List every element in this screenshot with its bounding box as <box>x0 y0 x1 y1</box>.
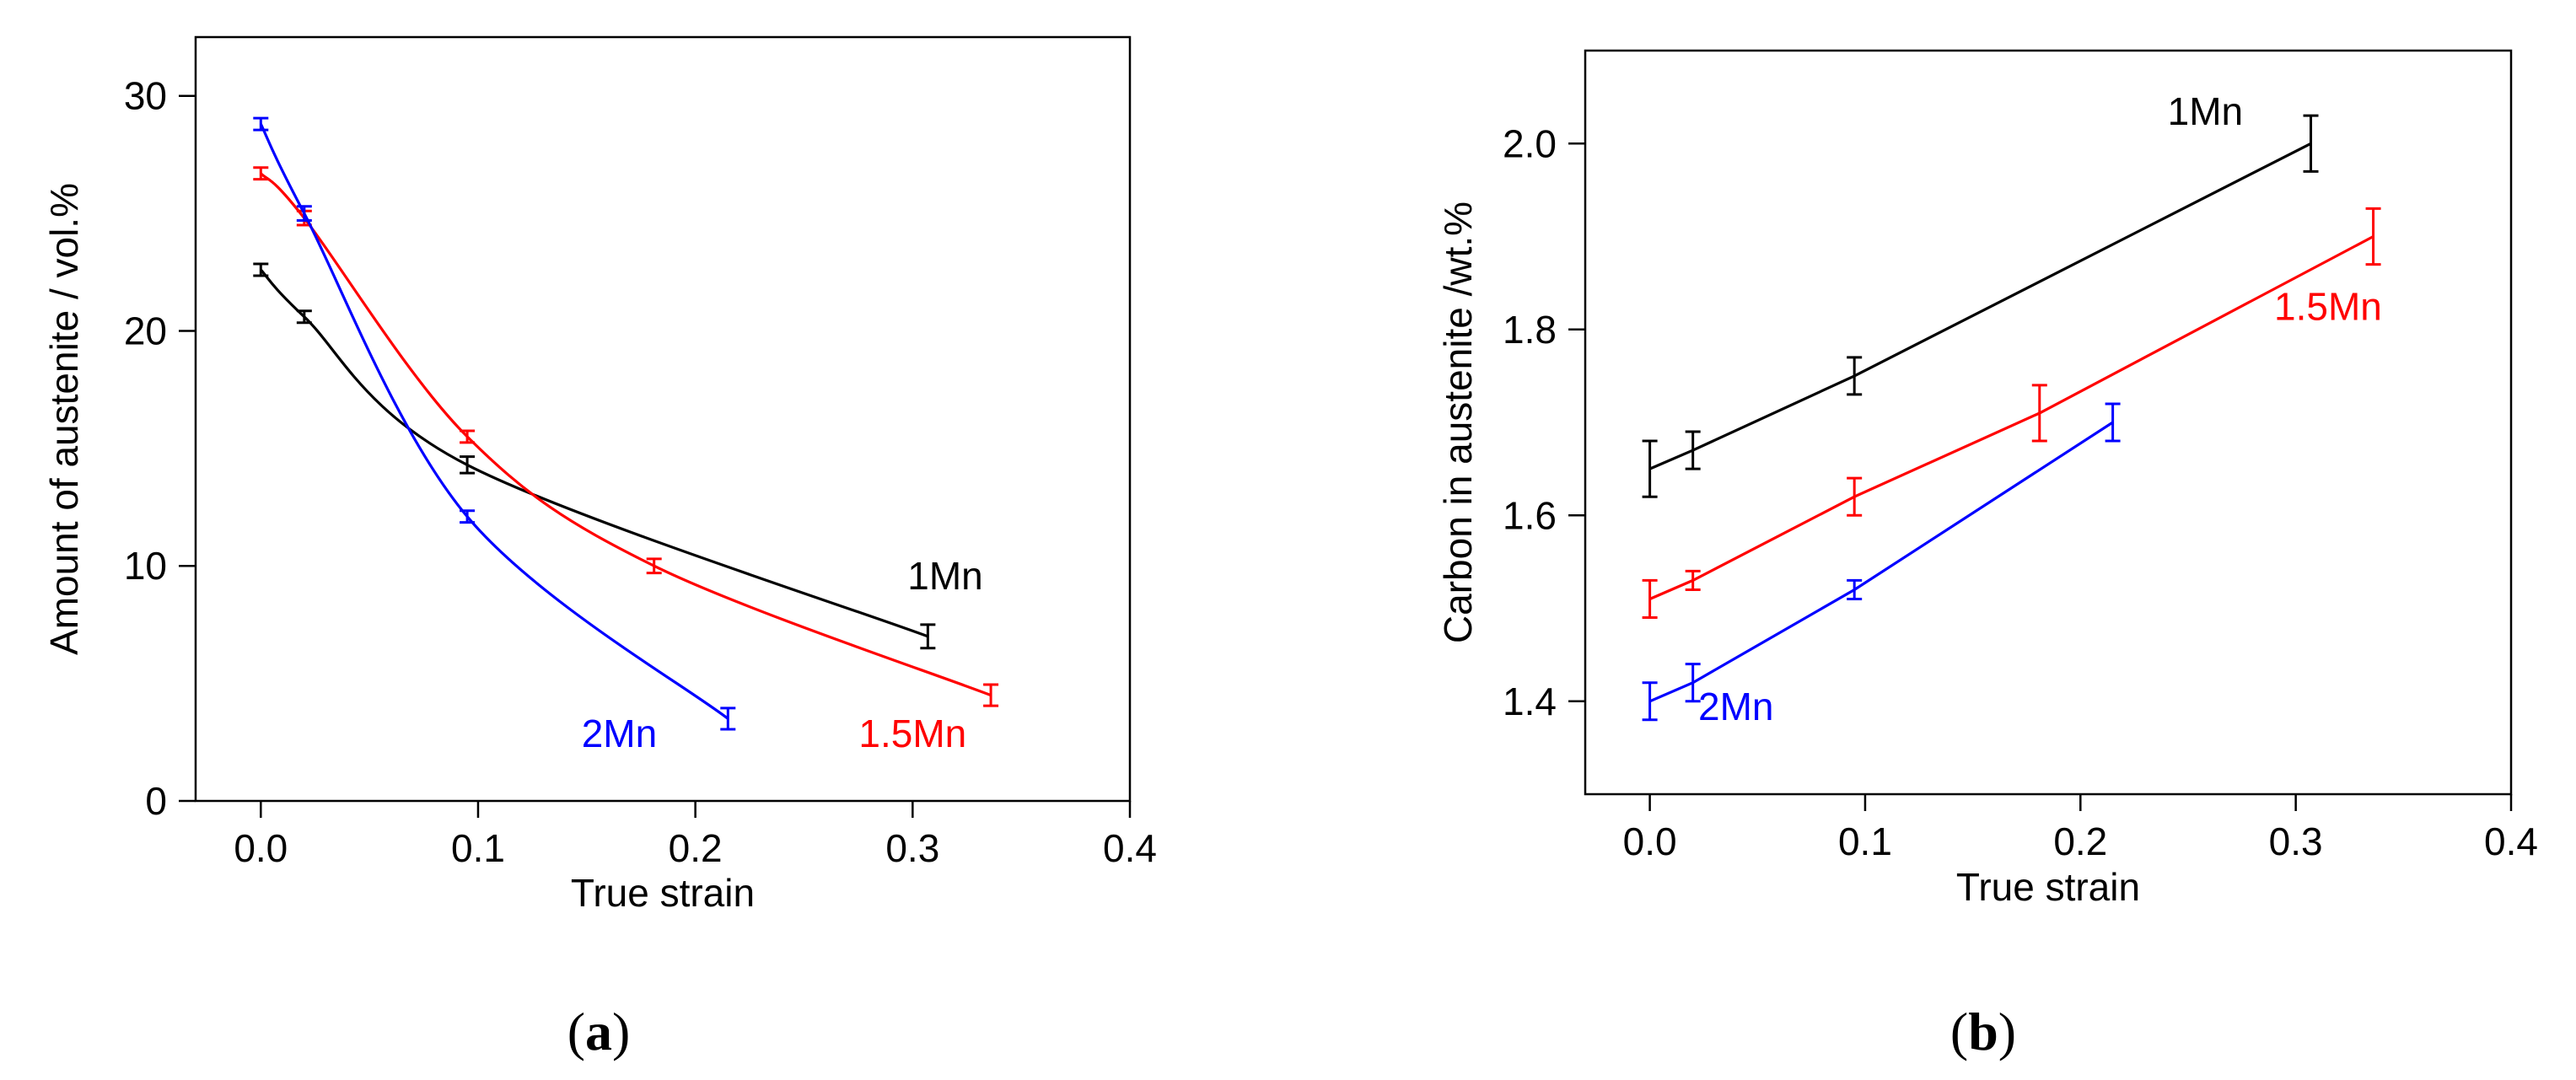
x-tick-label: 0.2 <box>2053 819 2107 863</box>
y-tick-label: 20 <box>124 309 167 352</box>
x-tick-label: 0.3 <box>2269 819 2323 863</box>
panel-caption: (b) <box>1950 1002 2016 1061</box>
series-label-1mn: 1Mn <box>907 554 982 598</box>
y-tick-label: 30 <box>124 74 167 118</box>
x-tick-label: 0.0 <box>1623 819 1677 863</box>
plot-frame <box>1584 49 2513 796</box>
y-axis-label: Carbon in austenite /wt.% <box>1436 201 1480 643</box>
panel-caption: (a) <box>567 1002 631 1061</box>
panel-b: 0.0 0.1 0.2 0.3 0.4 1.4 1.6 1.8 2.0 True strain Ca… <box>1436 49 2538 1061</box>
y-tick-label: 10 <box>124 544 167 588</box>
x-tick-label: 0.0 <box>234 826 288 870</box>
y-tick-label: 1.4 <box>1503 680 1557 723</box>
series-line-1-5mn <box>260 172 992 697</box>
series-line-1mn <box>260 268 928 638</box>
y-axis-label: Amount of austenite / vol.% <box>42 183 86 655</box>
series-label-1-5mn: 1.5Mn <box>2274 285 2382 329</box>
series-line-1mn <box>1648 142 2312 470</box>
series-line-2mn <box>259 123 729 720</box>
panel-a: 0.0 0.1 0.2 0.3 0.4 0 10 20 30 True strain Amount … <box>42 35 1157 1061</box>
y-tick-label: 1.6 <box>1503 493 1557 537</box>
x-tick-label: 0.2 <box>669 826 723 870</box>
y-tick-label: 0 <box>145 779 167 823</box>
series-line-2mn <box>1648 421 2114 703</box>
series-label-2mn: 2Mn <box>582 712 657 755</box>
x-axis-label: True strain <box>571 871 755 915</box>
x-tick-label: 0.4 <box>1103 826 1157 870</box>
series-label-2mn: 2Mn <box>1698 685 1773 728</box>
x-axis-label: True strain <box>1956 865 2140 909</box>
x-tick-label: 0.3 <box>885 826 939 870</box>
y-tick-label: 2.0 <box>1503 121 1557 165</box>
x-tick-label: 0.1 <box>451 826 505 870</box>
plot-frame <box>194 35 1132 803</box>
series-label-1-5mn: 1.5Mn <box>858 712 966 755</box>
y-tick-label: 1.8 <box>1503 308 1557 352</box>
x-tick-label: 0.1 <box>1838 819 1892 863</box>
series-label-1mn: 1Mn <box>2168 89 2243 133</box>
series-line-1-5mn <box>1648 235 2374 600</box>
x-tick-label: 0.4 <box>2484 819 2538 863</box>
